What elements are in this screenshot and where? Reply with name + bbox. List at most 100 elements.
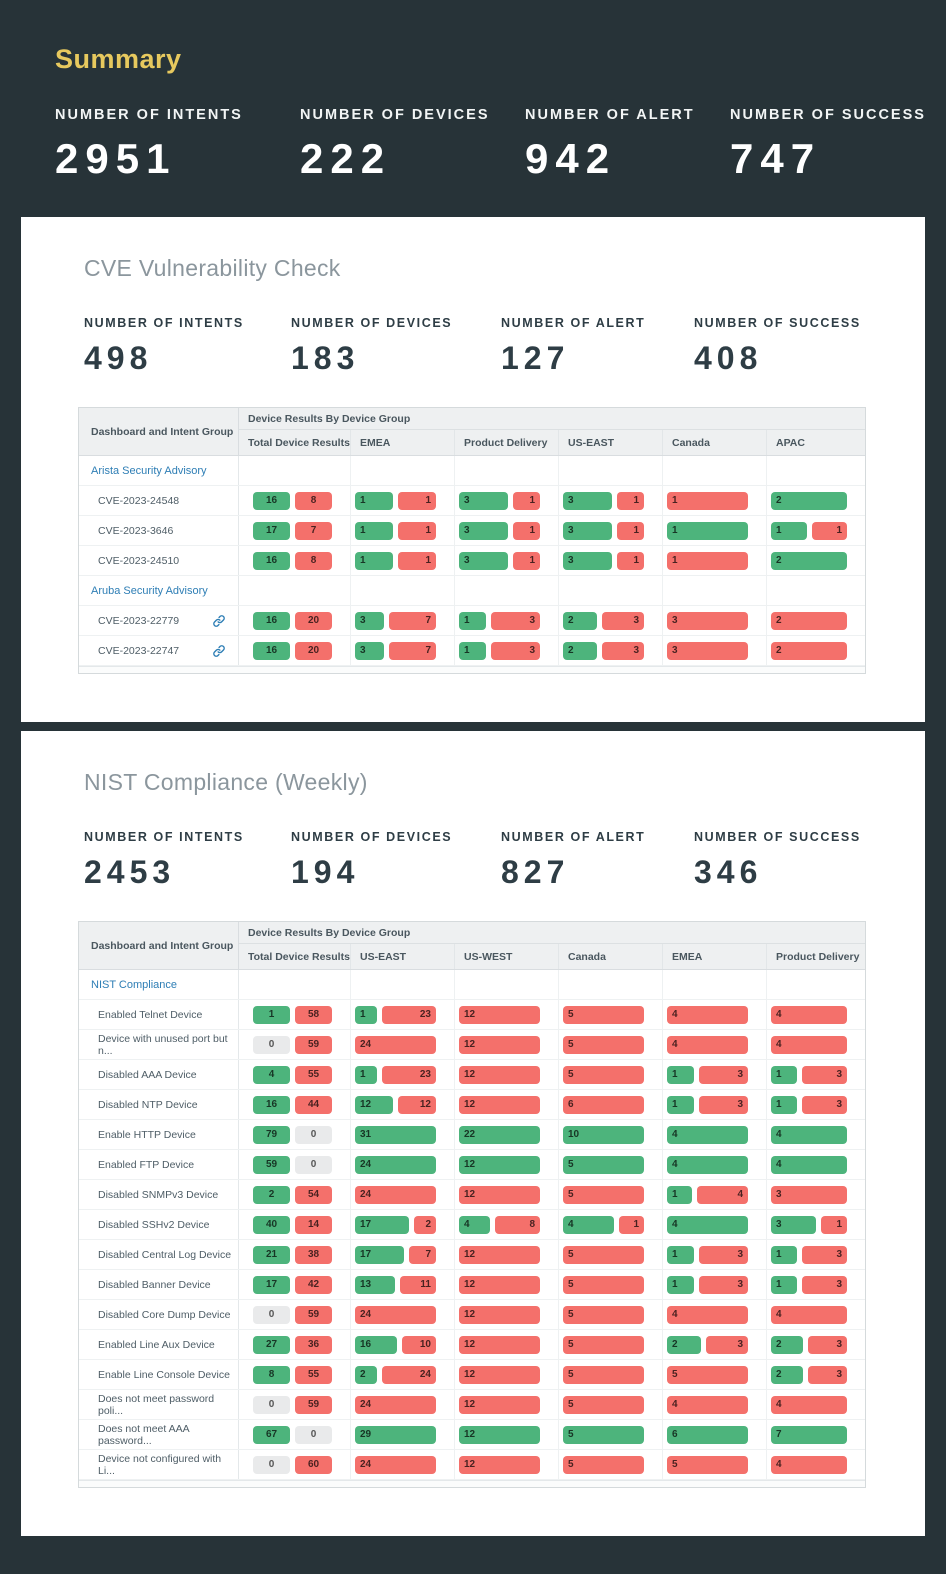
table-row: Enable HTTP Device 79 0 31 22 10 4 4 [79,1120,865,1150]
link-icon[interactable] [212,614,226,628]
row-label: Device not configured with Li... [79,1450,239,1479]
alert-pill: 5 [563,1005,644,1024]
alert-pill: 24 [355,1395,436,1414]
alert-pill: 5 [563,1455,644,1474]
pill-pair: 1 [663,491,766,510]
stat: NUMBER OF DEVICES 183 [291,316,501,377]
row-label-text: Enabled FTP Device [98,1158,195,1171]
success-pill: 16 [355,1335,397,1354]
alert-pill: 5 [563,1395,644,1414]
result-cell: 1 23 [351,1000,455,1029]
success-pill: 10 [563,1125,644,1144]
pill-pair: 21 38 [239,1245,350,1264]
table-row: Enabled FTP Device 59 0 24 12 5 4 4 [79,1150,865,1180]
alert-pill: 38 [295,1245,332,1264]
success-pill: 3 [355,641,385,660]
group-span-header: Device Results By Device Group [239,922,865,944]
success-pill: 40 [253,1215,290,1234]
success-pill: 1 [771,521,807,540]
alert-pill: 12 [459,1035,540,1054]
row-label: Enable Line Console Device [79,1360,239,1389]
success-pill: 6 [667,1425,748,1444]
empty-cell [663,456,767,485]
pill-pair: 16 44 [239,1095,350,1114]
empty-cell [455,456,559,485]
group-link[interactable]: NIST Compliance [79,970,239,999]
stat-label: NUMBER OF INTENTS [84,830,244,844]
success-pill: 1 [355,491,393,510]
table-row: CVE-2023-22747 16 20 3 7 1 3 2 3 3 2 [79,636,865,666]
alert-pill: 12 [459,1245,540,1264]
row-label-text: CVE-2023-24548 [98,494,180,507]
row-label-text: Enabled Telnet Device [98,1008,203,1021]
horizontal-scrollbar[interactable] [79,666,865,673]
zero-pill: 0 [295,1125,332,1144]
pill-pair: 5 [559,1455,662,1474]
link-icon[interactable] [212,644,226,658]
result-cell: 4 [767,1120,865,1149]
alert-pill: 36 [295,1335,332,1354]
row-label: Disabled Core Dump Device [79,1300,239,1329]
success-pill: 21 [253,1245,290,1264]
zero-pill: 0 [295,1425,332,1444]
pill-pair: 4 55 [239,1065,350,1084]
stat: NUMBER OF SUCCESS 747 [730,107,926,183]
result-cell: 0 60 [239,1450,351,1479]
row-label: Enabled Line Aux Device [79,1330,239,1359]
pill-pair: 5 [559,1035,662,1054]
alert-pill: 1 [617,491,644,510]
alert-pill: 3 [801,1095,847,1114]
alert-pill: 1 [513,551,540,570]
empty-cell [767,576,865,605]
pill-pair: 24 [351,1035,454,1054]
pill-pair: 4 [663,1005,766,1024]
column-headers: Total Device Results US-EAST US-WEST Canada… [239,944,865,969]
alert-pill: 1 [617,551,644,570]
success-pill: 17 [253,521,290,540]
group-link[interactable]: Aruba Security Advisory [79,576,239,605]
result-cell: 12 [455,1450,559,1479]
table-row: CVE-2023-3646 17 7 1 1 3 1 3 1 1 1 1 [79,516,865,546]
success-pill: 4 [563,1215,615,1234]
pill-pair: 4 [767,1395,865,1414]
alert-pill: 24 [355,1185,436,1204]
success-pill: 1 [667,1185,692,1204]
row-label: Disabled Central Log Device [79,1240,239,1269]
success-pill: 2 [563,611,597,630]
success-pill: 4 [253,1065,290,1084]
result-cell: 12 [455,1420,559,1449]
success-pill: 1 [355,551,393,570]
nist-stats: NUMBER OF INTENTS 2453 NUMBER OF DEVICES 19… [84,830,905,891]
alert-pill: 7 [389,641,436,660]
alert-pill: 1 [619,1215,644,1234]
success-pill: 1 [355,1065,377,1084]
success-pill: 5 [563,1155,644,1174]
alert-pill: 12 [398,1095,436,1114]
horizontal-scrollbar[interactable] [79,1480,865,1487]
result-cell: 3 [767,1180,865,1209]
table-row: Device not configured with Li... 0 60 24 12 5… [79,1450,865,1480]
success-pill: 1 [771,1275,797,1294]
alert-pill: 12 [459,1065,540,1084]
summary-title: Summary [55,44,182,74]
success-pill: 1 [667,1095,694,1114]
pill-pair: 16 8 [239,551,350,570]
alert-pill: 3 [667,641,748,660]
table-row: Disabled SNMPv3 Device 2 54 24 12 5 1 4 3 [79,1180,865,1210]
result-cell: 4 [663,1030,767,1059]
result-cell: 1 [663,486,767,515]
result-cell: 7 [767,1420,865,1449]
group-link[interactable]: Arista Security Advisory [79,456,239,485]
alert-pill: 3 [601,641,644,660]
